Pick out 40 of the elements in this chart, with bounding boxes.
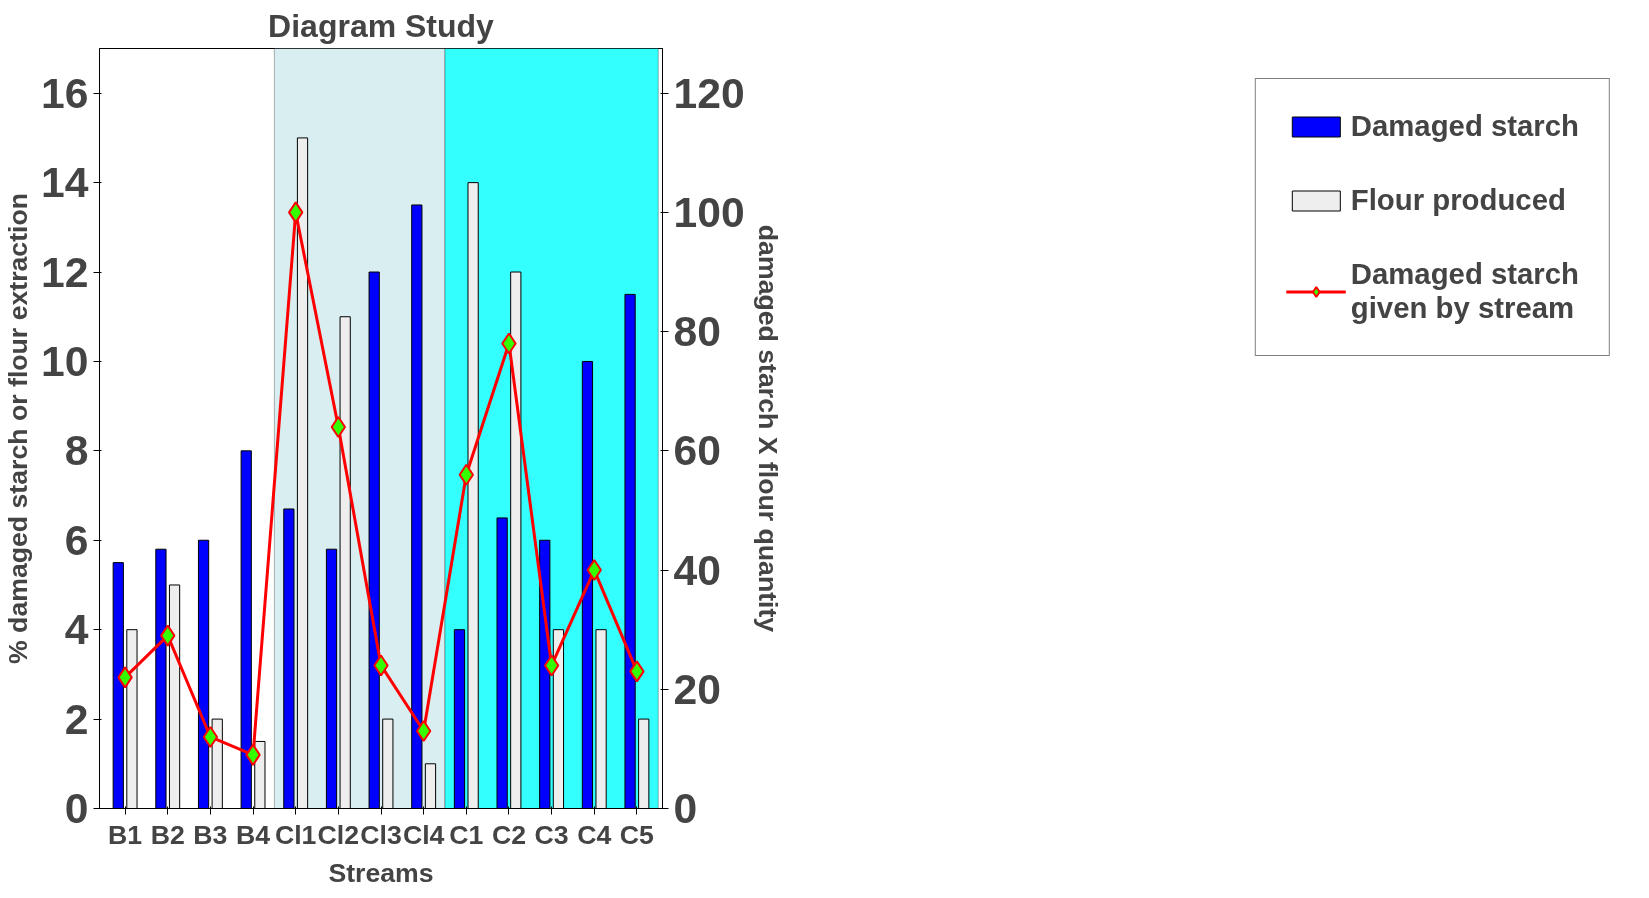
y-axis-title: % damaged starch or flour extraction (3, 192, 34, 665)
x-tick-label: B2 (150, 819, 185, 850)
y2-tick-label: 60 (673, 426, 721, 475)
y2-tick-label: 0 (673, 784, 698, 832)
y-tick-label: 8 (64, 426, 89, 475)
x-tick-label: C2 (491, 819, 526, 850)
point (330, 416, 347, 439)
y2-tick-label: 120 (673, 68, 745, 117)
y-tick-label: 16 (41, 68, 89, 117)
chart-title: Diagram Study (268, 7, 495, 44)
y-tick-label: 12 (41, 247, 89, 296)
y-tick-label: 14 (41, 158, 89, 207)
point (202, 725, 219, 748)
x-tick-label: B4 (236, 819, 271, 850)
y2-tick-label: 100 (673, 187, 745, 236)
y-tick-label: 6 (64, 515, 89, 564)
y2-tick-label: 40 (673, 545, 721, 594)
point (415, 720, 432, 743)
y2-tick-label: 20 (673, 664, 721, 713)
x-tick-label: B1 (108, 819, 143, 850)
y2-axis-title: damaged starch X flour quantity (752, 224, 783, 633)
x-tick-label: C4 (577, 819, 612, 850)
y-tick-label: 10 (41, 336, 89, 385)
point (543, 654, 560, 677)
x-tick-label: Cl3 (360, 819, 402, 850)
x-tick-label: C1 (449, 819, 484, 850)
y-tick-label: 4 (64, 605, 89, 654)
y-tick-label: 2 (64, 694, 89, 743)
legend-label: Damaged starch given by stream (1350, 257, 1579, 325)
x-tick-label: B3 (193, 819, 228, 850)
legend-label: Flour produced (1350, 183, 1566, 217)
y2-tick-label: 80 (673, 307, 721, 356)
legend-label: Damaged starch (1350, 109, 1579, 143)
x-tick-label: Cl4 (402, 819, 445, 850)
x-axis-title: Streams (328, 857, 434, 888)
x-tick-label: Cl2 (317, 819, 360, 850)
x-tick-label: C5 (619, 819, 655, 850)
y-tick-label: 0 (64, 784, 89, 832)
x-tick-label: C3 (534, 819, 569, 850)
x-tick-label: Cl1 (274, 819, 317, 850)
